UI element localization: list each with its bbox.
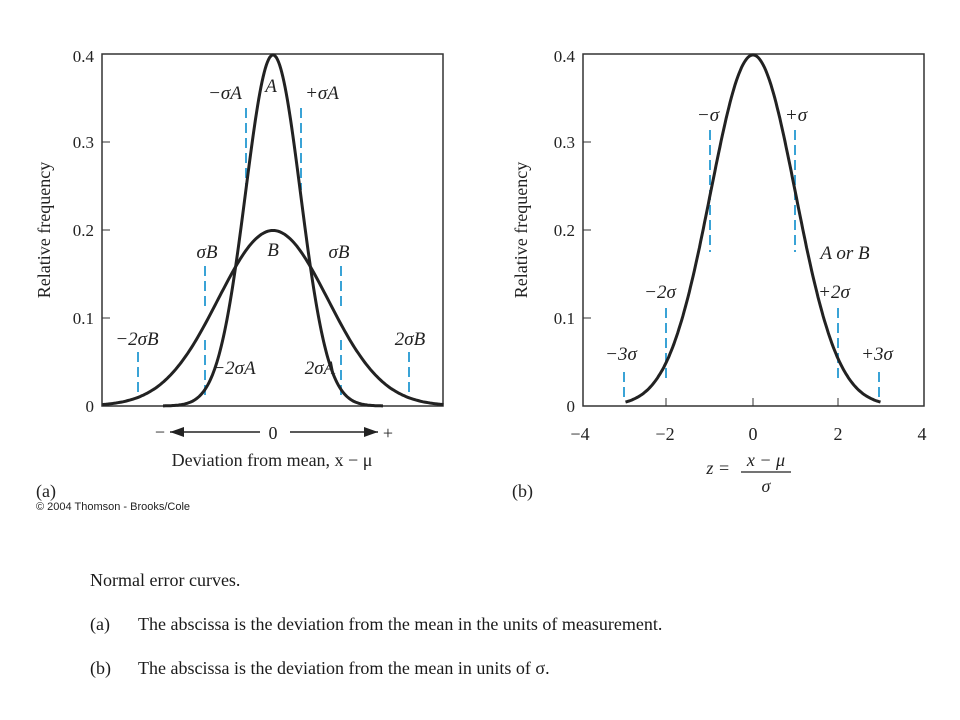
a-label-sigma-B-right: σB	[329, 242, 350, 263]
b-xlabel: z = x − μ σ	[705, 450, 791, 496]
a-label-B: B	[267, 240, 279, 261]
b-label-minus-3sigma: −3σ	[605, 344, 637, 365]
b-ylabel: Relative frequency	[511, 162, 531, 298]
panel-b: 0 0.1 0.2 0.3 0.4 Relative frequency −4 …	[511, 47, 927, 502]
b-ytick-label: 0.3	[554, 133, 575, 152]
a-label-minus-sigma-A: −σA	[208, 83, 242, 104]
panel-a-label: (a)	[36, 481, 56, 502]
a-label-minus-2sigma-A: −2σA	[212, 358, 256, 379]
panel-a-xaxis: − 0 + Deviation from mean, x − μ	[155, 422, 393, 470]
copyright-notice: © 2004 Thomson - Brooks/Cole	[36, 501, 191, 513]
a-label-minus-2sigma-B: −2σB	[115, 329, 159, 350]
a-label-plus-2sigma-B: 2σB	[395, 329, 426, 350]
a-xlabel: Deviation from mean, x − μ	[172, 450, 373, 470]
a-ytick-label: 0.1	[73, 309, 94, 328]
panel-b-xticks: −4 −2 0 2 4	[570, 398, 927, 444]
panel-b-annotations: −σ +σ −2σ +2σ −3σ +3σ A or B	[605, 105, 893, 365]
b-xlabel-denominator: σ	[762, 476, 772, 496]
b-xtick-label: 0	[749, 424, 758, 444]
b-xtick-label: 2	[834, 424, 843, 444]
b-ytick-label: 0.2	[554, 221, 575, 240]
b-xlabel-numerator: x − μ	[746, 450, 785, 470]
caption-title: Normal error curves.	[90, 570, 241, 590]
a-label-plus-sigma-A: +σA	[305, 83, 339, 104]
b-xtick-label: 4	[918, 424, 927, 444]
caption-item-b: (b) The abscissa is the deviation from th…	[90, 656, 662, 680]
a-ytick-label: 0	[86, 397, 95, 416]
a-arrowhead-left	[170, 427, 184, 437]
a-xtick-plus: +	[383, 423, 393, 443]
a-ytick-label: 0.4	[73, 47, 95, 66]
series-line-B	[102, 229, 444, 407]
b-label-minus-sigma: −σ	[697, 105, 720, 126]
a-label-A: A	[263, 76, 277, 97]
b-xtick-label: −4	[570, 424, 589, 444]
panel-b-sigma-markers	[623, 130, 880, 398]
a-xtick-minus: −	[155, 422, 165, 442]
figure-caption: Normal error curves. (a) The abscissa is …	[90, 568, 662, 700]
caption-item-label: (b)	[90, 658, 111, 678]
panel-a-yticks: 0 0.1 0.2 0.3 0.4	[73, 47, 110, 416]
panel-a: 0 0.1 0.2 0.3 0.4 Relative frequency − 0…	[34, 47, 444, 502]
b-label-plus-2sigma: +2σ	[818, 282, 850, 303]
a-ytick-label: 0.3	[73, 133, 94, 152]
a-arrowhead-right	[364, 427, 378, 437]
caption-item-text: The abscissa is the deviation from the m…	[138, 614, 663, 634]
b-label-plus-sigma: +σ	[785, 105, 808, 126]
b-ytick-label: 0.4	[554, 47, 576, 66]
b-xtick-label: −2	[655, 424, 674, 444]
b-label-curve: A or B	[818, 243, 870, 264]
panel-b-yticks: 0 0.1 0.2 0.3 0.4	[554, 47, 591, 416]
a-xtick-zero: 0	[269, 423, 278, 443]
caption-item-a: (a) The abscissa is the deviation from th…	[90, 612, 662, 636]
a-ytick-label: 0.2	[73, 221, 94, 240]
series-line-A	[163, 53, 383, 408]
b-label-minus-2sigma: −2σ	[644, 282, 676, 303]
panel-b-label: (b)	[512, 481, 533, 502]
a-label-sigma-B-left: σB	[197, 242, 218, 263]
panel-a-annotations: −σA A +σA σB B σB −2σA 2σA −2σB 2σB	[115, 76, 425, 379]
b-ytick-label: 0	[567, 397, 576, 416]
series-line-A-or-B	[625, 53, 881, 404]
b-ytick-label: 0.1	[554, 309, 575, 328]
b-label-plus-3sigma: +3σ	[861, 344, 893, 365]
caption-item-text: The abscissa is the deviation from the m…	[138, 658, 550, 678]
figure-svg: 0 0.1 0.2 0.3 0.4 Relative frequency − 0…	[34, 47, 927, 502]
a-ylabel: Relative frequency	[34, 162, 54, 298]
b-xlabel-prefix: z =	[705, 458, 730, 478]
caption-item-label: (a)	[90, 614, 110, 634]
a-label-plus-2sigma-A: 2σA	[305, 358, 336, 379]
